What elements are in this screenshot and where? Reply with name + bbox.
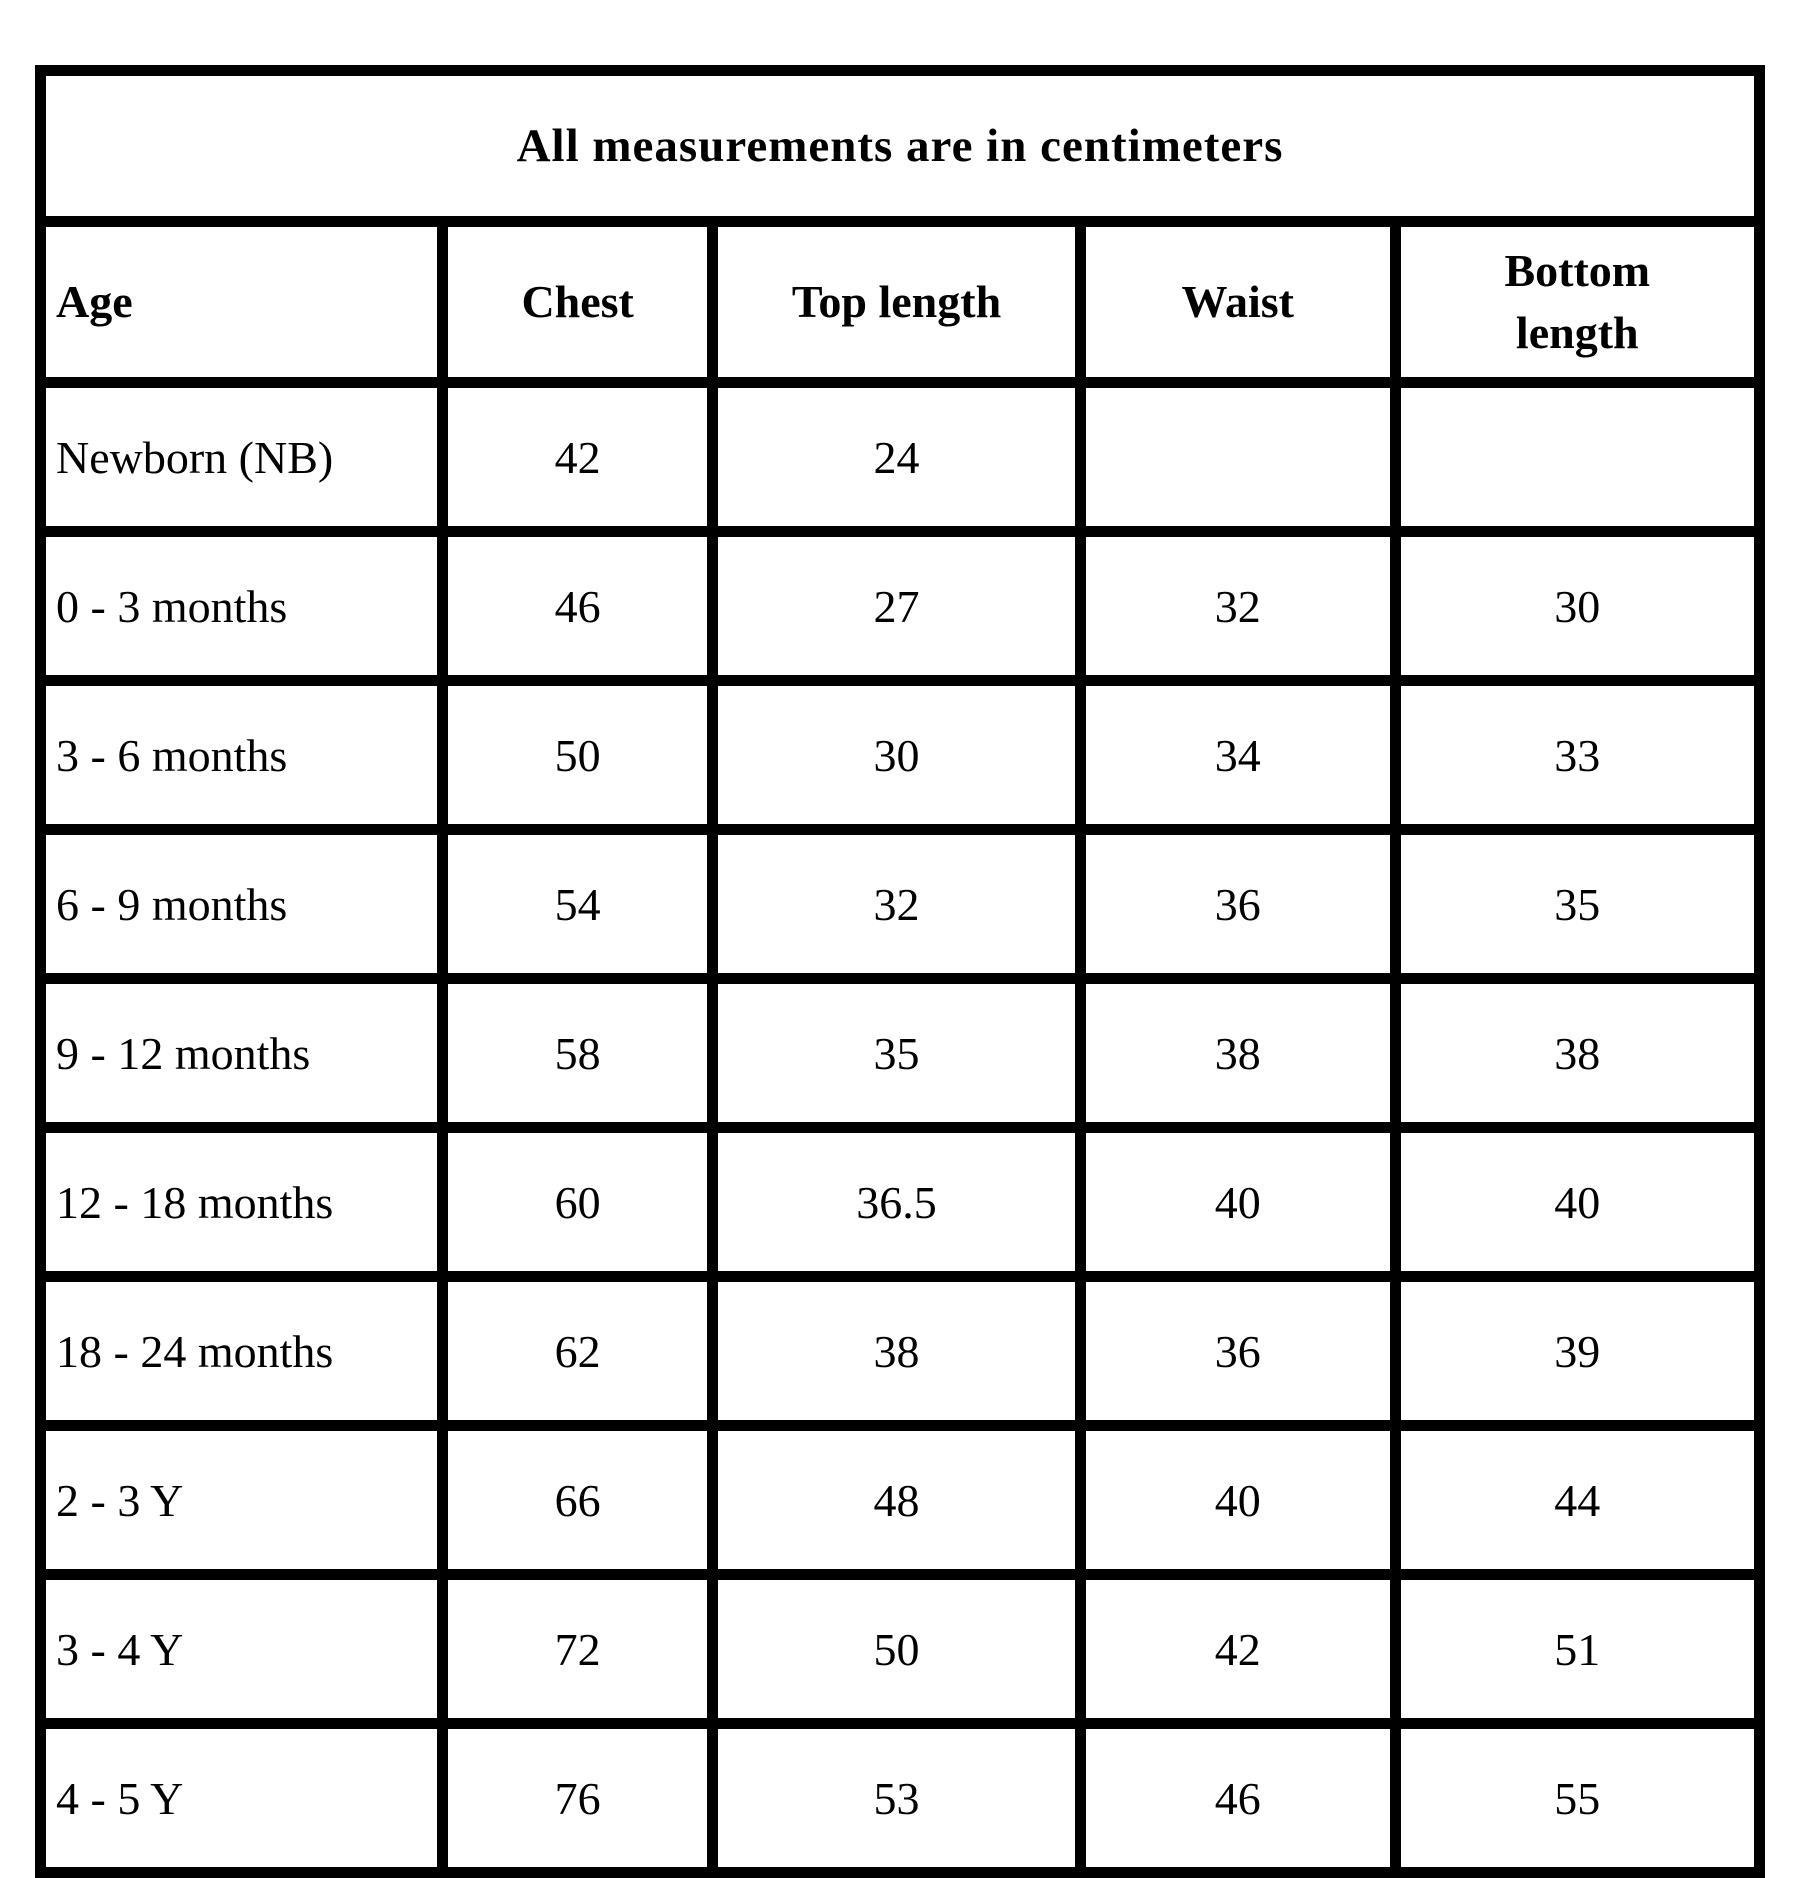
bottom-length-cell: 38 (1389, 973, 1766, 1133)
age-cell: 18 - 24 months (34, 1271, 449, 1431)
waist-cell: 40 (1074, 1122, 1401, 1282)
age-cell: 3 - 4 Y (34, 1569, 449, 1729)
waist-cell: 42 (1074, 1569, 1401, 1729)
table-title-row: All measurements are in centimeters (35, 65, 1765, 227)
waist-cell: 46 (1074, 1718, 1401, 1878)
table-row-newborn: Newborn (NB) 42 24 (34, 377, 1766, 537)
age-cell: 9 - 12 months (34, 973, 449, 1133)
table-row-3-4-y: 3 - 4 Y 72 50 42 51 (34, 1569, 1766, 1729)
table-header-row: Age Chest Top length Waist Bottom length (34, 216, 1766, 388)
bottom-length-cell: 35 (1389, 824, 1766, 984)
bottom-length-cell: 30 (1389, 526, 1766, 686)
waist-cell: 36 (1074, 824, 1401, 984)
top-length-cell: 48 (707, 1420, 1086, 1580)
column-header-bottom-length-label: Bottom length (1504, 244, 1651, 358)
table-row-18-24-months: 18 - 24 months 62 38 36 39 (34, 1271, 1766, 1431)
age-cell: 12 - 18 months (34, 1122, 449, 1282)
age-cell: Newborn (NB) (34, 377, 449, 537)
age-cell: 2 - 3 Y (34, 1420, 449, 1580)
table-row-9-12-months: 9 - 12 months 58 35 38 38 (34, 973, 1766, 1133)
age-cell: 4 - 5 Y (34, 1718, 449, 1878)
age-cell: 0 - 3 months (34, 526, 449, 686)
age-cell: 6 - 9 months (34, 824, 449, 984)
column-header-waist: Waist (1074, 216, 1401, 388)
top-length-cell: 35 (707, 973, 1086, 1133)
chest-cell: 42 (437, 377, 719, 537)
age-cell: 3 - 6 months (34, 675, 449, 835)
chest-cell: 54 (437, 824, 719, 984)
column-header-chest: Chest (437, 216, 719, 388)
waist-cell: 34 (1074, 675, 1401, 835)
bottom-length-cell: 44 (1389, 1420, 1766, 1580)
size-chart-table: All measurements are in centimeters Age … (34, 65, 1766, 1878)
page: All measurements are in centimeters Age … (34, 65, 1766, 1878)
top-length-cell: 53 (707, 1718, 1086, 1878)
top-length-cell: 30 (707, 675, 1086, 835)
bottom-length-cell: 33 (1389, 675, 1766, 835)
chest-cell: 46 (437, 526, 719, 686)
table-row-4-5-y: 4 - 5 Y 76 53 46 55 (34, 1718, 1766, 1878)
table-row-2-3-y: 2 - 3 Y 66 48 40 44 (34, 1420, 1766, 1580)
waist-cell: 38 (1074, 973, 1401, 1133)
chest-cell: 50 (437, 675, 719, 835)
waist-cell (1074, 377, 1401, 537)
column-header-bottom-length: Bottom length (1389, 216, 1766, 388)
column-header-top-length: Top length (707, 216, 1086, 388)
top-length-cell: 32 (707, 824, 1086, 984)
table-row-3-6-months: 3 - 6 months 50 30 34 33 (34, 675, 1766, 835)
bottom-length-cell: 55 (1389, 1718, 1766, 1878)
chest-cell: 58 (437, 973, 719, 1133)
chest-cell: 76 (437, 1718, 719, 1878)
waist-cell: 40 (1074, 1420, 1401, 1580)
waist-cell: 32 (1074, 526, 1401, 686)
waist-cell: 36 (1074, 1271, 1401, 1431)
bottom-length-cell: 40 (1389, 1122, 1766, 1282)
bottom-length-cell: 39 (1389, 1271, 1766, 1431)
chest-cell: 60 (437, 1122, 719, 1282)
table-row-6-9-months: 6 - 9 months 54 32 36 35 (34, 824, 1766, 984)
table-title: All measurements are in centimeters (35, 65, 1765, 227)
bottom-length-cell: 51 (1389, 1569, 1766, 1729)
top-length-cell: 36.5 (707, 1122, 1086, 1282)
chest-cell: 66 (437, 1420, 719, 1580)
chest-cell: 72 (437, 1569, 719, 1729)
top-length-cell: 27 (707, 526, 1086, 686)
top-length-cell: 24 (707, 377, 1086, 537)
column-header-age: Age (34, 216, 449, 388)
top-length-cell: 38 (707, 1271, 1086, 1431)
chest-cell: 62 (437, 1271, 719, 1431)
table-row-0-3-months: 0 - 3 months 46 27 32 30 (34, 526, 1766, 686)
table-row-12-18-months: 12 - 18 months 60 36.5 40 40 (34, 1122, 1766, 1282)
top-length-cell: 50 (707, 1569, 1086, 1729)
bottom-length-cell (1389, 377, 1766, 537)
